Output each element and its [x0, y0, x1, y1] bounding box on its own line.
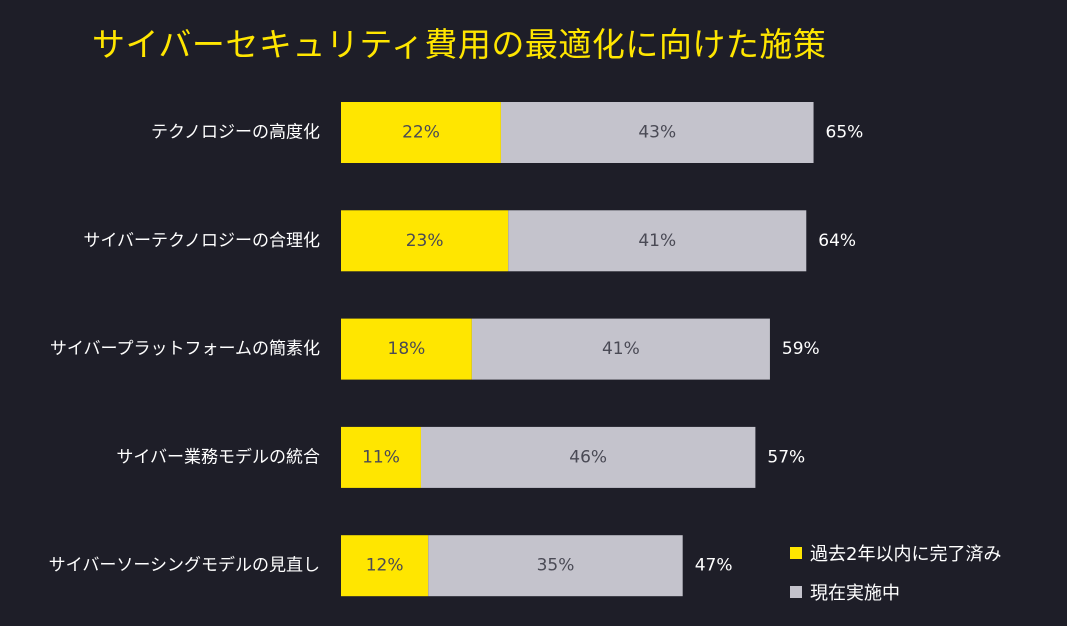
data-label: 18%: [388, 339, 426, 359]
total-label: 57%: [767, 447, 805, 467]
bar-segment-completed: [341, 535, 429, 597]
bar-segment-completed: [341, 102, 501, 163]
data-label: 23%: [406, 231, 444, 251]
data-label: 43%: [638, 123, 676, 143]
bar-segment-completed: [341, 210, 509, 272]
category-label: テクノロジーの高度化: [151, 123, 320, 143]
data-label: 41%: [638, 231, 676, 251]
total-label: 59%: [782, 339, 820, 359]
total-label: 65%: [826, 123, 864, 143]
data-label: 41%: [602, 339, 640, 359]
legend-swatch-in-progress: [790, 586, 802, 598]
data-label: 12%: [366, 556, 404, 576]
bar-segment-in-progress: [428, 535, 683, 597]
legend-label-completed: 過去2年以内に完了済み: [810, 544, 1002, 565]
data-label: 35%: [537, 556, 575, 576]
chart-title: サイバーセキュリティ費用の最適化に向けた施策: [92, 25, 827, 64]
data-label: 46%: [569, 447, 607, 467]
data-label: 11%: [362, 447, 400, 467]
legend-item-in-progress: 現在実施中: [790, 577, 1001, 607]
total-label: 47%: [695, 556, 733, 576]
legend: 過去2年以内に完了済み 現在実施中: [790, 538, 1001, 616]
bar-segment-in-progress: [500, 102, 814, 163]
legend-swatch-completed: [790, 547, 802, 559]
bar-segment-in-progress: [471, 318, 770, 380]
legend-item-completed: 過去2年以内に完了済み: [790, 538, 1001, 568]
category-label: サイバーテクノロジーの合理化: [83, 231, 320, 251]
category-label: サイバー業務モデルの統合: [116, 446, 320, 467]
category-label: サイバーソーシングモデルの見直し: [49, 555, 320, 576]
data-label: 22%: [402, 123, 440, 143]
bar-segment-in-progress: [508, 210, 807, 272]
category-label: サイバープラットフォームの簡素化: [50, 339, 320, 359]
bar-segment-in-progress: [420, 426, 756, 488]
bar-segment-completed: [341, 426, 421, 488]
legend-label-in-progress: 現在実施中: [810, 583, 900, 604]
total-label: 64%: [818, 231, 856, 251]
bar-segment-completed: [341, 318, 472, 380]
